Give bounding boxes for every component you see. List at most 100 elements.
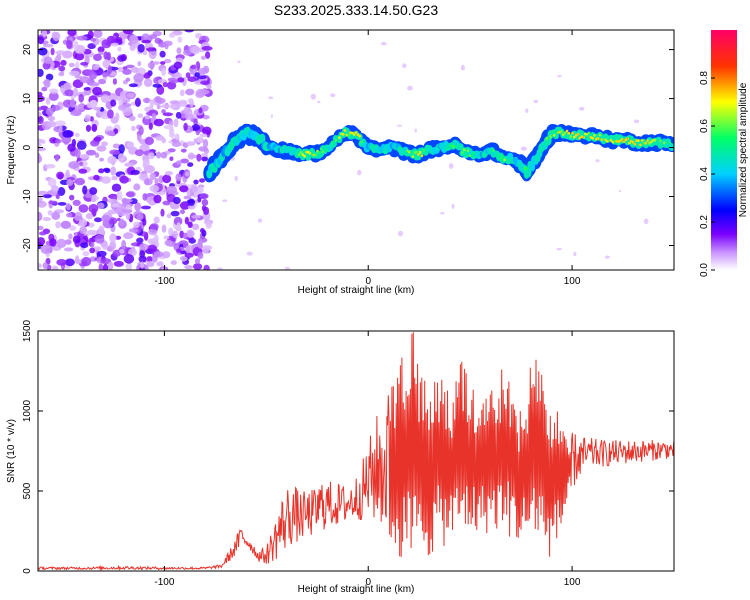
spectrogram-x-ticks: -100 0 100: [154, 30, 581, 287]
noise-blob: [87, 30, 94, 39]
y-tick-label: 0: [22, 568, 33, 574]
noise-blob: [199, 178, 206, 183]
noise-blob: [170, 210, 180, 217]
ridge-cell: [578, 136, 582, 140]
noise-blob: [133, 183, 141, 191]
ridge-cell: [571, 131, 574, 135]
noise-speck: [402, 63, 407, 69]
noise-blob: [69, 98, 76, 108]
noise-blob: [88, 71, 98, 80]
noise-blob: [144, 136, 154, 145]
noise-blob: [148, 49, 157, 60]
noise-blob: [125, 263, 133, 270]
noise-blob: [159, 50, 166, 58]
noise-blob: [111, 183, 122, 192]
noise-blob: [185, 141, 196, 146]
ridge-cell: [551, 130, 554, 134]
noise-blob: [80, 242, 89, 249]
noise-speck: [556, 247, 562, 251]
noise-blob: [54, 154, 60, 162]
noise-blob: [119, 218, 125, 226]
noise-blob: [42, 262, 48, 269]
noise-blob: [76, 140, 87, 150]
ridge-cell: [653, 138, 657, 142]
ridge-cell: [567, 131, 571, 135]
noise-blob: [109, 241, 117, 250]
ridge-cell: [620, 138, 624, 141]
noise-blob: [191, 124, 201, 131]
noise-blob: [122, 68, 132, 75]
noise-blob: [108, 92, 118, 102]
noise-blob: [184, 113, 194, 120]
y-tick-label: 1000: [22, 399, 33, 422]
noise-blob: [110, 166, 117, 176]
ridge-cell: [565, 129, 569, 133]
noise-blob: [163, 125, 174, 130]
noise-blob: [184, 171, 190, 177]
ridge-cell: [650, 140, 653, 144]
ridge-cell: [631, 140, 635, 144]
noise-speck: [222, 199, 228, 202]
noise-blob: [110, 42, 119, 47]
noise-blob: [191, 223, 200, 230]
noise-blob: [90, 241, 95, 248]
noise-blob: [64, 258, 75, 267]
noise-blob: [119, 175, 129, 184]
colorbar-tick-label: 0.2: [699, 215, 710, 229]
noise-blob: [196, 153, 202, 162]
noise-blob: [153, 216, 160, 224]
noise-speck: [414, 128, 417, 133]
noise-blob: [77, 104, 83, 110]
noise-blob: [143, 78, 153, 87]
noise-blob: [93, 106, 102, 111]
noise-speck: [604, 255, 610, 259]
signal-ridge: [203, 123, 674, 183]
noise-blob: [180, 158, 189, 164]
noise-blob: [118, 153, 125, 162]
noise-blob: [116, 190, 123, 201]
noise-blob: [129, 45, 136, 51]
colorbar-tick-label: 0.6: [699, 119, 710, 133]
noise-blob: [180, 209, 185, 215]
colorbar-label: Normalized spectral amplitude: [738, 82, 749, 217]
noise-blob: [45, 97, 51, 105]
noise-blob: [142, 50, 148, 56]
noise-blob: [51, 211, 61, 220]
noise-blob: [93, 136, 102, 142]
noise-blob: [47, 115, 56, 122]
ridge-cell: [345, 133, 349, 137]
noise-blob: [128, 228, 139, 233]
noise-blob: [138, 126, 144, 136]
noise-blob: [69, 194, 75, 201]
noise-blob: [113, 260, 124, 267]
noise-blob: [98, 51, 104, 55]
noise-blob: [129, 34, 139, 45]
noise-blob: [142, 158, 150, 167]
noise-speck: [573, 252, 577, 257]
ridge-cell: [347, 133, 351, 137]
noise-blob: [38, 106, 44, 111]
ridge-cell: [499, 156, 503, 160]
noise-blob: [179, 201, 191, 210]
noise-speck: [579, 106, 585, 111]
noise-blob: [187, 221, 193, 228]
noise-blob: [83, 87, 92, 91]
noise-blob: [148, 122, 153, 130]
noise-blob: [85, 212, 93, 220]
ridge-cell: [417, 153, 420, 156]
noise-blob: [45, 107, 55, 116]
noise-blob: [60, 220, 71, 229]
noise-blob: [193, 263, 203, 270]
noise-blob: [94, 217, 102, 223]
noise-blob: [135, 149, 144, 157]
snr-series-line: [38, 332, 674, 571]
snr-y-ticks: 0 500 1000 1500: [22, 319, 674, 574]
noise-blob: [38, 153, 41, 163]
noise-blob: [101, 242, 109, 250]
noise-blob: [55, 50, 66, 55]
noise-blob: [38, 225, 44, 231]
spectrogram-frame: [37, 29, 675, 271]
noise-blob: [153, 118, 164, 127]
noise-blob: [125, 191, 135, 198]
noise-blob: [38, 211, 43, 222]
